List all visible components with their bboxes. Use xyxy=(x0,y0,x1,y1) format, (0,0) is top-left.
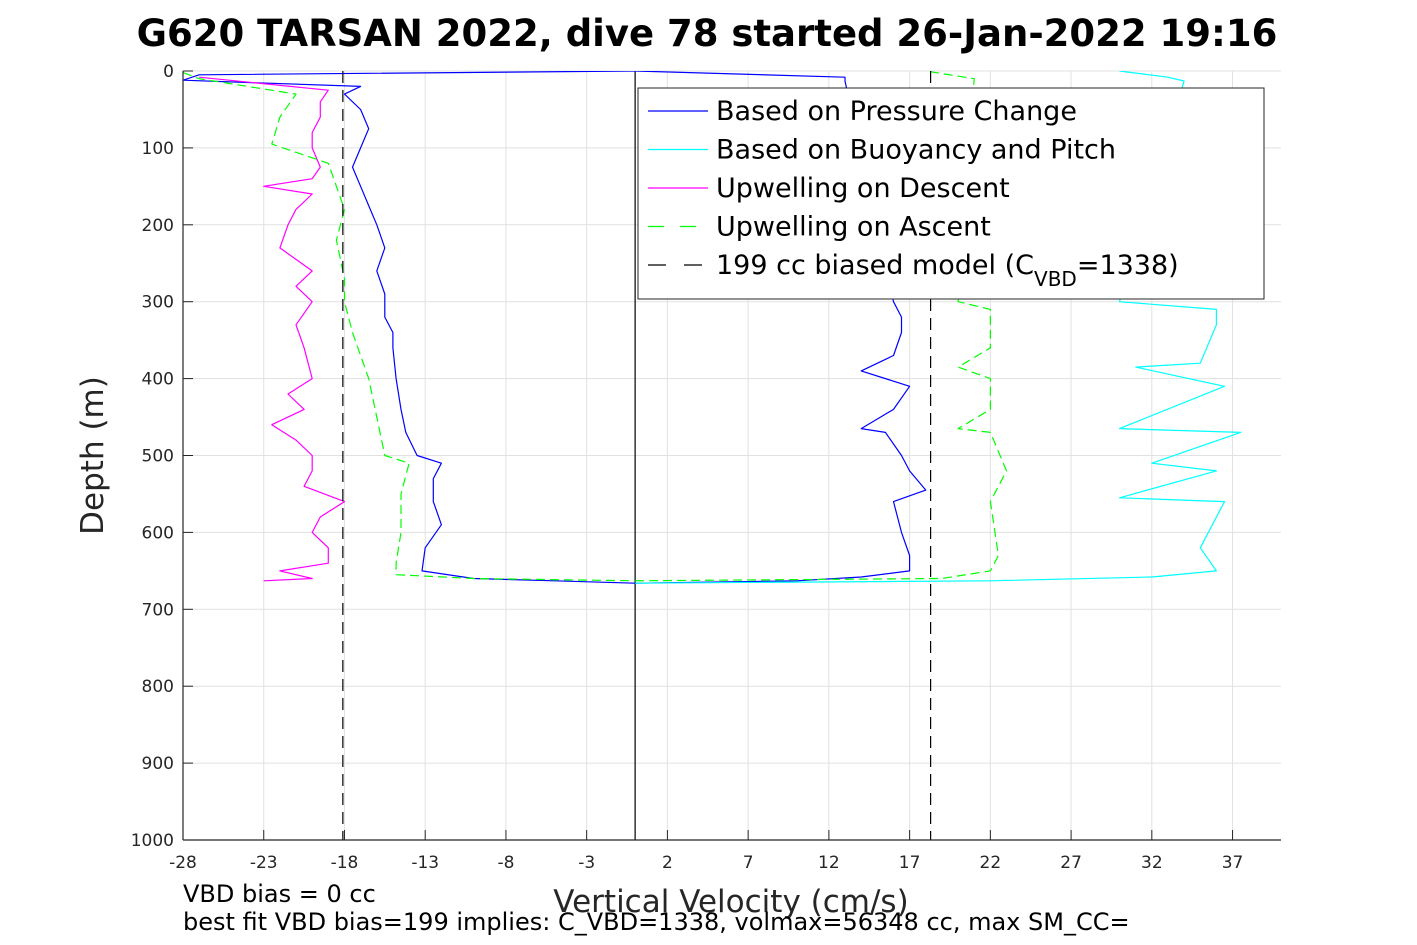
plot-area xyxy=(183,71,1242,840)
x-tick-label-7: 7 xyxy=(743,853,754,873)
legend-label-0: Based on Pressure Change xyxy=(716,96,1077,127)
series-0-ascent-line xyxy=(635,71,927,584)
series-0-descent-line xyxy=(183,71,636,584)
best-fit-note: best fit VBD bias=199 implies: C_VBD=133… xyxy=(183,908,1130,936)
series-3-ascent-line xyxy=(635,71,1008,582)
series-2-descent-line xyxy=(199,76,346,582)
legend-box xyxy=(637,87,1265,300)
series-3-descent-line xyxy=(183,71,636,582)
x-tick-label-12: 32 xyxy=(1141,853,1163,873)
y-tick-label-0: 0 xyxy=(163,62,174,82)
x-tick-label-6: 2 xyxy=(662,853,673,873)
x-tick-label-2: -18 xyxy=(331,853,359,873)
x-tick-label-9: 17 xyxy=(899,853,921,873)
x-tick-label-11: 27 xyxy=(1060,853,1082,873)
legend-label-2: Upwelling on Descent xyxy=(716,173,1010,204)
y-tick-label-5: 500 xyxy=(142,447,174,467)
vbd-bias-note: VBD bias = 0 cc xyxy=(183,880,376,908)
series-1-ascent-line xyxy=(635,71,1242,584)
x-tick-label-8: 12 xyxy=(818,853,840,873)
y-tick-label-6: 600 xyxy=(142,523,174,543)
legend: Based on Pressure Change Based on Buoyanc… xyxy=(637,87,1265,300)
y-tick-label-2: 200 xyxy=(142,216,174,236)
y-axis-ticks: 0 100 200 300 400 500 600 700 800 900 1000 xyxy=(131,62,193,851)
x-axis-ticks: -28 -23 -18 -13 -8 -3 2 7 12 17 22 27 32 37 xyxy=(169,830,1243,873)
y-tick-label-10: 1000 xyxy=(131,831,174,851)
x-tick-label-1: -23 xyxy=(250,853,278,873)
y-tick-label-1: 100 xyxy=(142,139,174,159)
y-tick-label-7: 700 xyxy=(142,600,174,620)
x-tick-label-0: -28 xyxy=(169,853,197,873)
y-axis-label: Depth (m) xyxy=(75,376,111,535)
legend-label-3: Upwelling on Ascent xyxy=(716,212,991,243)
x-tick-label-10: 22 xyxy=(980,853,1002,873)
x-axis-label: Vertical Velocity (cm/s) xyxy=(553,884,908,920)
y-tick-label-8: 800 xyxy=(142,677,174,697)
y-tick-label-9: 900 xyxy=(142,754,174,774)
x-tick-label-5: -3 xyxy=(578,853,595,873)
y-tick-label-3: 300 xyxy=(142,293,174,313)
x-tick-label-4: -8 xyxy=(497,853,514,873)
x-tick-label-13: 37 xyxy=(1222,853,1244,873)
chart-title: G620 TARSAN 2022, dive 78 started 26-Jan… xyxy=(137,12,1278,55)
x-tick-label-3: -13 xyxy=(411,853,439,873)
legend-label-1: Based on Buoyancy and Pitch xyxy=(716,135,1116,166)
y-tick-label-4: 400 xyxy=(142,370,174,390)
